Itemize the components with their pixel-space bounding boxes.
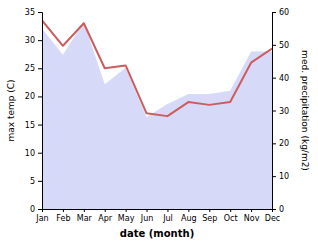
- tick-mark: [84, 209, 85, 212]
- tick: 0: [272, 205, 284, 214]
- tick: 35: [25, 8, 42, 17]
- tick-label: Nov: [244, 214, 260, 223]
- tick-mark: [126, 209, 127, 212]
- tick-mark: [272, 176, 276, 177]
- tick-label: 30: [279, 107, 289, 116]
- tick-mark: [38, 181, 42, 182]
- tick: 20: [25, 92, 42, 101]
- axis-line: [38, 13, 43, 210]
- tick: 10: [25, 149, 42, 158]
- tick-mark: [251, 209, 252, 212]
- tick-mark: [38, 12, 42, 13]
- tick-mark: [38, 125, 42, 126]
- line: [42, 20, 272, 116]
- tick: 40: [272, 74, 289, 83]
- tick: 10: [272, 172, 289, 181]
- tick: Feb: [56, 209, 70, 223]
- tick-mark: [147, 209, 148, 212]
- tick-label: Jun: [140, 214, 154, 223]
- tick-mark: [188, 209, 189, 212]
- tick: 15: [25, 121, 42, 130]
- tick-mark: [105, 209, 106, 212]
- tick: Jun: [140, 209, 154, 223]
- tick: 25: [25, 64, 42, 73]
- tick-label: 10: [279, 172, 289, 181]
- axis-line: [273, 13, 277, 210]
- tick-label: 60: [279, 8, 289, 17]
- tick: 20: [272, 139, 289, 148]
- tick: 5: [30, 177, 42, 186]
- tick: 60: [272, 8, 289, 17]
- tick: Dec: [265, 209, 280, 223]
- tick-mark: [63, 209, 64, 212]
- tick: May: [118, 209, 135, 223]
- y2-axis: 0 10 20 30 40 50 60: [272, 8, 289, 214]
- tick-label: 5: [30, 177, 35, 186]
- tick: Jan: [35, 209, 48, 223]
- y-axis: 0 5 10 15 20 25 30 35: [25, 8, 43, 214]
- tick-mark: [272, 12, 276, 13]
- y2-axis-title: med. precipitation (kg/m2): [300, 50, 310, 171]
- tick-label: Apr: [98, 214, 113, 223]
- tick: Jul: [162, 209, 173, 223]
- chart: JanFebMarAprMayJunJulAugSepOctNovDec0510…: [0, 0, 318, 247]
- tick: Aug: [181, 209, 197, 223]
- axis-line: [43, 210, 273, 213]
- tick-label: 50: [279, 41, 289, 50]
- tick: 30: [272, 107, 289, 116]
- tick-mark: [272, 111, 276, 112]
- tick-mark: [38, 153, 42, 154]
- tick-label: Jul: [162, 214, 173, 223]
- y-axis-title: max temp (C): [6, 79, 16, 141]
- tick: Sep: [202, 209, 217, 223]
- tick: Apr: [98, 209, 113, 223]
- tick-mark: [167, 209, 168, 212]
- tick-mark: [38, 96, 42, 97]
- tick-label: 35: [25, 8, 35, 17]
- tick-label: 15: [25, 121, 35, 130]
- tick-label: Feb: [56, 214, 70, 223]
- tick-label: Jan: [35, 214, 48, 223]
- tick-mark: [272, 78, 276, 79]
- tick-label: 0: [30, 205, 35, 214]
- marks: [42, 20, 272, 209]
- tick: 50: [272, 41, 289, 50]
- x-axis: Jan Feb Mar Apr May Jun Jul Aug Sep Oct Nov Dec: [35, 209, 280, 223]
- x-axis-title: date (month): [120, 228, 194, 239]
- tick: Nov: [244, 209, 260, 223]
- tick-mark: [272, 45, 276, 46]
- tick-label: 20: [25, 92, 35, 101]
- tick-mark: [209, 209, 210, 212]
- tick-mark: [38, 68, 42, 69]
- tick: 0: [30, 205, 42, 214]
- tick-label: 40: [279, 74, 289, 83]
- tick-label: May: [118, 214, 135, 223]
- tick-label: Oct: [224, 214, 238, 223]
- tick: Mar: [77, 209, 93, 223]
- tick-mark: [272, 209, 276, 210]
- tick-mark: [38, 209, 42, 210]
- tick-label: 25: [25, 64, 35, 73]
- tick-label: Sep: [202, 214, 217, 223]
- tick-mark: [38, 40, 42, 41]
- tick-label: Aug: [181, 214, 197, 223]
- tick: 30: [25, 36, 42, 45]
- tick-label: 20: [279, 139, 289, 148]
- tick-mark: [272, 143, 276, 144]
- tick-mark: [230, 209, 231, 212]
- plot: JanFebMarAprMayJunJulAugSepOctNovDec0510…: [6, 8, 310, 239]
- tick-label: Dec: [265, 214, 280, 223]
- tick-label: 0: [279, 205, 284, 214]
- tick-label: 30: [25, 36, 35, 45]
- tick-label: Mar: [77, 214, 93, 223]
- tick: Oct: [224, 209, 238, 223]
- tick-label: 10: [25, 149, 35, 158]
